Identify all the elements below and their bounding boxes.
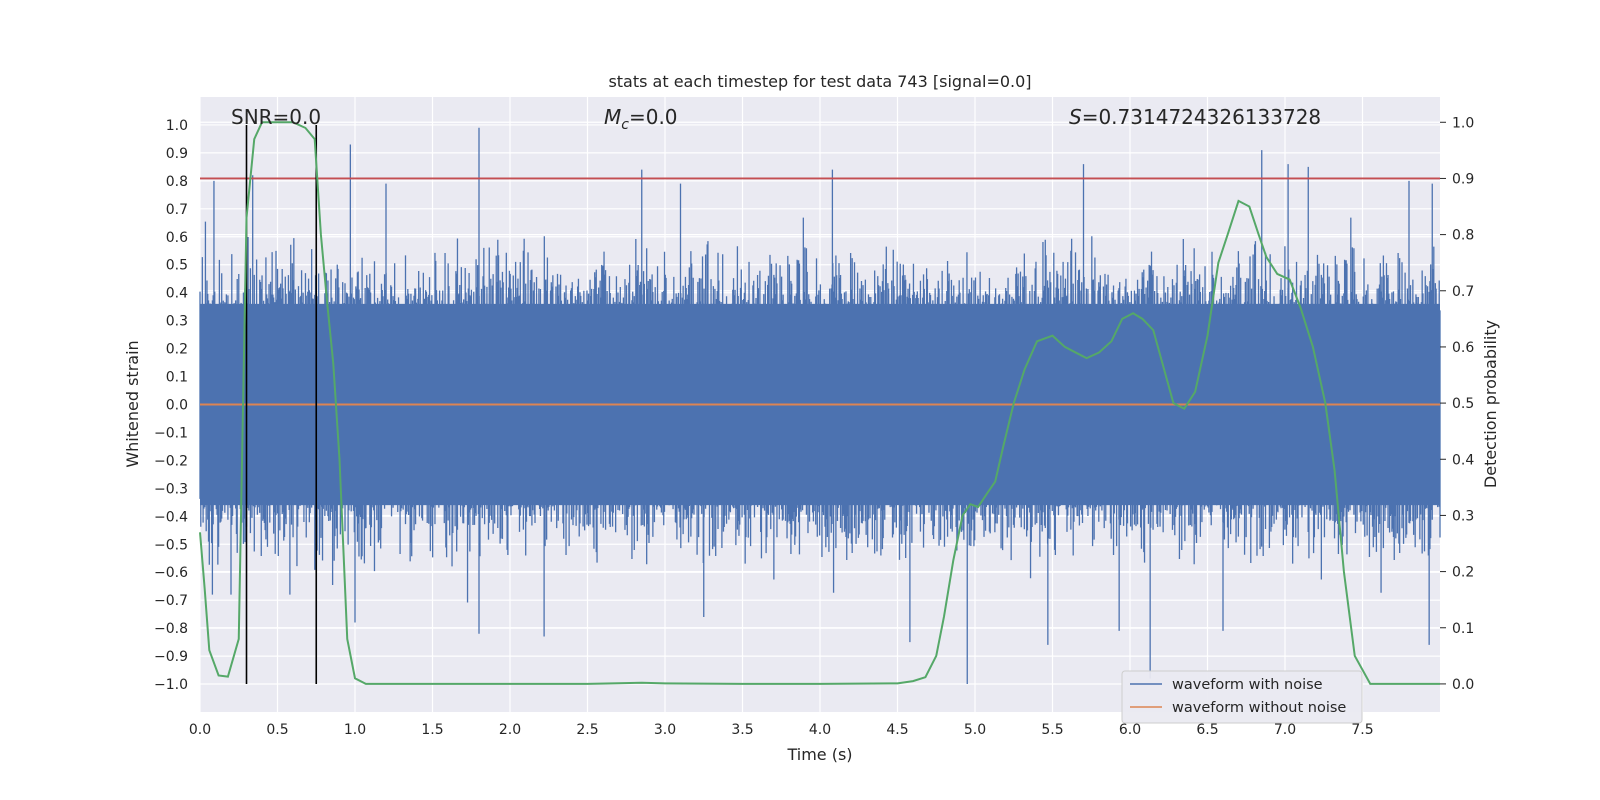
series-detection-probability: [199, 121, 1440, 685]
y-tick-label: −0.2: [154, 453, 188, 469]
y-tick-label: 0.0: [166, 398, 188, 414]
y2-tick-label: 0.9: [1452, 171, 1474, 187]
y2-axis-ticks: 1.0 0.9 0.8 0.7 0.6 0.5 0.4 0.3 0.2 0.1 0.0: [1440, 115, 1474, 693]
y-tick-label: 0.8: [166, 174, 188, 190]
y2-tick-label: 0.3: [1452, 508, 1474, 524]
y-tick-label: 0.6: [166, 230, 188, 246]
y-tick-label: −0.1: [154, 425, 188, 441]
x-tick-label: 3.0: [654, 722, 676, 738]
x-axis-ticks: 0.0 0.5 1.0 1.5 2.0 2.5 3.0 3.5 4.0 4.5 5.0 5.5 6.0 6…: [189, 722, 1374, 738]
legend-box: [1121, 670, 1363, 724]
y-tick-label: −0.9: [154, 649, 188, 665]
x-tick-label: 6.0: [1119, 722, 1141, 738]
y2-tick-label: 1.0: [1452, 115, 1474, 131]
y-tick-label: 0.2: [166, 342, 188, 358]
y-tick-label: −1.0: [154, 677, 188, 693]
y2-tick-label: 0.6: [1452, 340, 1474, 356]
chirp-mass-annotation: Mc=0.0: [604, 105, 678, 133]
y-tick-label: −0.5: [154, 537, 188, 553]
y-tick-label: 0.1: [166, 370, 188, 386]
x-tick-label: 5.0: [964, 722, 986, 738]
x-tick-label: 2.5: [576, 722, 598, 738]
legend-label-noise: waveform with noise: [1172, 677, 1323, 693]
x-tick-label: 7.0: [1274, 722, 1296, 738]
x-tick-label: 0.0: [189, 722, 211, 738]
y-tick-label: 0.9: [166, 146, 188, 162]
y-tick-label: 0.7: [166, 202, 188, 218]
y-tick-label: 0.4: [166, 286, 188, 302]
y-tick-label: 0.5: [166, 258, 188, 274]
y-tick-label: 1.0: [166, 118, 188, 134]
snr-annotation: SNR=0.0: [231, 105, 321, 129]
y-axis-ticks: 1.0 0.9 0.8 0.7 0.6 0.5 0.4 0.3 0.2 0.1 0.0 −0.1 −0.…: [154, 118, 188, 693]
x-tick-label: 1.0: [344, 722, 366, 738]
x-tick-label: 7.5: [1351, 722, 1373, 738]
x-tick-label: 2.0: [499, 722, 521, 738]
y2-axis-title: Detection probability: [1481, 320, 1500, 488]
x-tick-label: 3.5: [731, 722, 753, 738]
score-annotation: S=0.7314724326133728: [1069, 105, 1321, 129]
y2-tick-label: 0.2: [1452, 565, 1474, 581]
x-tick-label: 5.5: [1041, 722, 1063, 738]
legend: waveform with noise waveform without noi…: [1121, 670, 1363, 724]
chart-title: stats at each timestep for test data 743…: [608, 72, 1031, 91]
y-tick-label: −0.7: [154, 593, 188, 609]
x-tick-label: 4.0: [809, 722, 831, 738]
x-tick-label: 6.5: [1196, 722, 1218, 738]
probability-trace: [199, 121, 1440, 685]
x-tick-label: 4.5: [886, 722, 908, 738]
x-axis-title: Time (s): [786, 745, 852, 764]
y2-tick-label: 0.5: [1452, 396, 1474, 412]
x-tick-label: 0.5: [266, 722, 288, 738]
y2-tick-label: 0.1: [1452, 621, 1474, 637]
y2-tick-label: 0.0: [1452, 677, 1474, 693]
y-tick-label: −0.6: [154, 565, 188, 581]
y2-tick-label: 0.4: [1452, 452, 1474, 468]
y-axis-title: Whitened strain: [123, 340, 142, 467]
y2-tick-label: 0.8: [1452, 228, 1474, 244]
y-tick-label: −0.4: [154, 509, 188, 525]
y2-tick-label: 0.7: [1452, 284, 1474, 300]
y-tick-label: −0.8: [154, 621, 188, 637]
y-tick-label: 0.3: [166, 314, 188, 330]
y-tick-label: −0.3: [154, 481, 188, 497]
x-tick-label: 1.5: [421, 722, 443, 738]
legend-label-clean: waveform without noise: [1172, 700, 1346, 716]
